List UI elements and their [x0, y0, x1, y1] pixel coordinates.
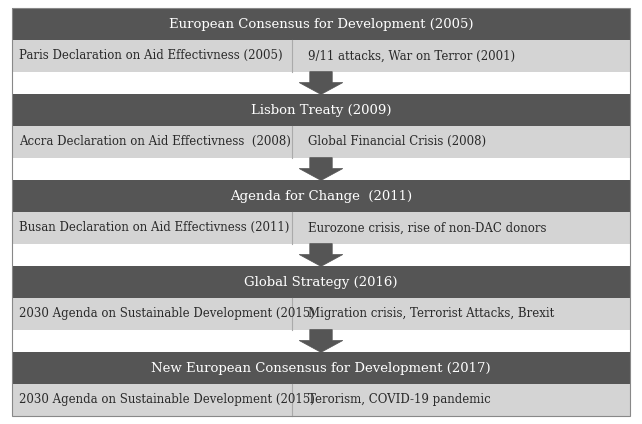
Text: Busan Declaration on Aid Effectivness (2011): Busan Declaration on Aid Effectivness (2… [19, 221, 290, 234]
Polygon shape [299, 243, 343, 266]
Bar [12, 266, 630, 298]
Text: New European Consensus for Development (2017): New European Consensus for Development (… [151, 362, 491, 375]
Text: Accra Declaration on Aid Effectivness  (2008): Accra Declaration on Aid Effectivness (2… [19, 135, 291, 148]
Bar [12, 384, 630, 416]
Text: Migration crisis, Terrorist Attacks, Brexit: Migration crisis, Terrorist Attacks, Bre… [308, 307, 555, 320]
Text: Eurozone crisis, rise of non-DAC donors: Eurozone crisis, rise of non-DAC donors [308, 221, 546, 234]
Polygon shape [299, 158, 343, 181]
Bar [12, 181, 630, 212]
Bar [12, 8, 630, 40]
Bar [12, 212, 630, 243]
Polygon shape [299, 72, 343, 95]
Bar [12, 95, 630, 126]
Text: Global Strategy (2016): Global Strategy (2016) [244, 276, 398, 289]
Text: 2030 Agenda on Sustainable Development (2015): 2030 Agenda on Sustainable Development (… [19, 307, 315, 320]
Polygon shape [299, 329, 343, 352]
Text: Paris Declaration on Aid Effectivness (2005): Paris Declaration on Aid Effectivness (2… [19, 49, 283, 62]
Text: Global Financial Crisis (2008): Global Financial Crisis (2008) [308, 135, 486, 148]
Text: Lisbon Treaty (2009): Lisbon Treaty (2009) [251, 104, 391, 117]
Text: 2030 Agenda on Sustainable Development (2015): 2030 Agenda on Sustainable Development (… [19, 393, 315, 406]
Text: European Consensus for Development (2005): European Consensus for Development (2005… [169, 18, 473, 31]
Bar [12, 40, 630, 72]
Bar [12, 298, 630, 329]
Text: Agenda for Change  (2011): Agenda for Change (2011) [230, 190, 412, 203]
Text: Terorism, COVID-19 pandemic: Terorism, COVID-19 pandemic [308, 393, 491, 406]
Bar [12, 126, 630, 158]
Text: 9/11 attacks, War on Terror (2001): 9/11 attacks, War on Terror (2001) [308, 49, 516, 62]
Bar [12, 352, 630, 384]
